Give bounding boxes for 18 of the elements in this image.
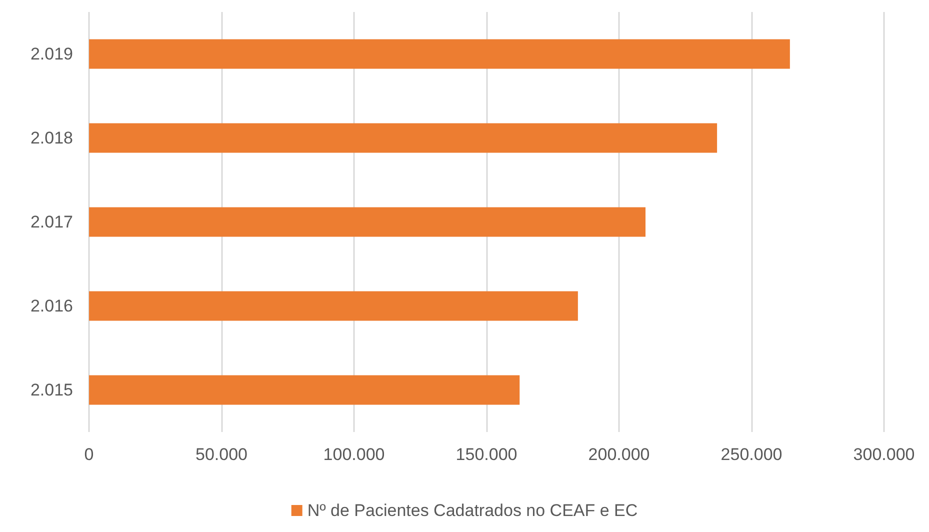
bar — [89, 375, 520, 405]
y-tick-label: 2.018 — [30, 128, 73, 148]
y-tick-label: 2.016 — [30, 296, 73, 316]
y-tick-label: 2.015 — [30, 380, 73, 400]
x-tick-label: 50.000 — [196, 445, 248, 464]
x-tick-label: 250.000 — [720, 445, 782, 464]
x-tick-label: 300.000 — [853, 445, 915, 464]
x-tick-label: 0 — [84, 445, 94, 464]
bar — [89, 291, 578, 321]
y-tick-label: 2.017 — [30, 212, 73, 232]
bar — [89, 207, 646, 237]
x-tick-label: 150.000 — [456, 445, 518, 464]
x-tick-label: 200.000 — [588, 445, 650, 464]
bar — [89, 39, 790, 69]
bar — [89, 123, 718, 153]
x-tick-label: 100.000 — [323, 445, 385, 464]
y-tick-label: 2.019 — [30, 44, 73, 64]
legend-label: Nº de Pacientes Cadatrados no CEAF e EC — [307, 501, 638, 520]
